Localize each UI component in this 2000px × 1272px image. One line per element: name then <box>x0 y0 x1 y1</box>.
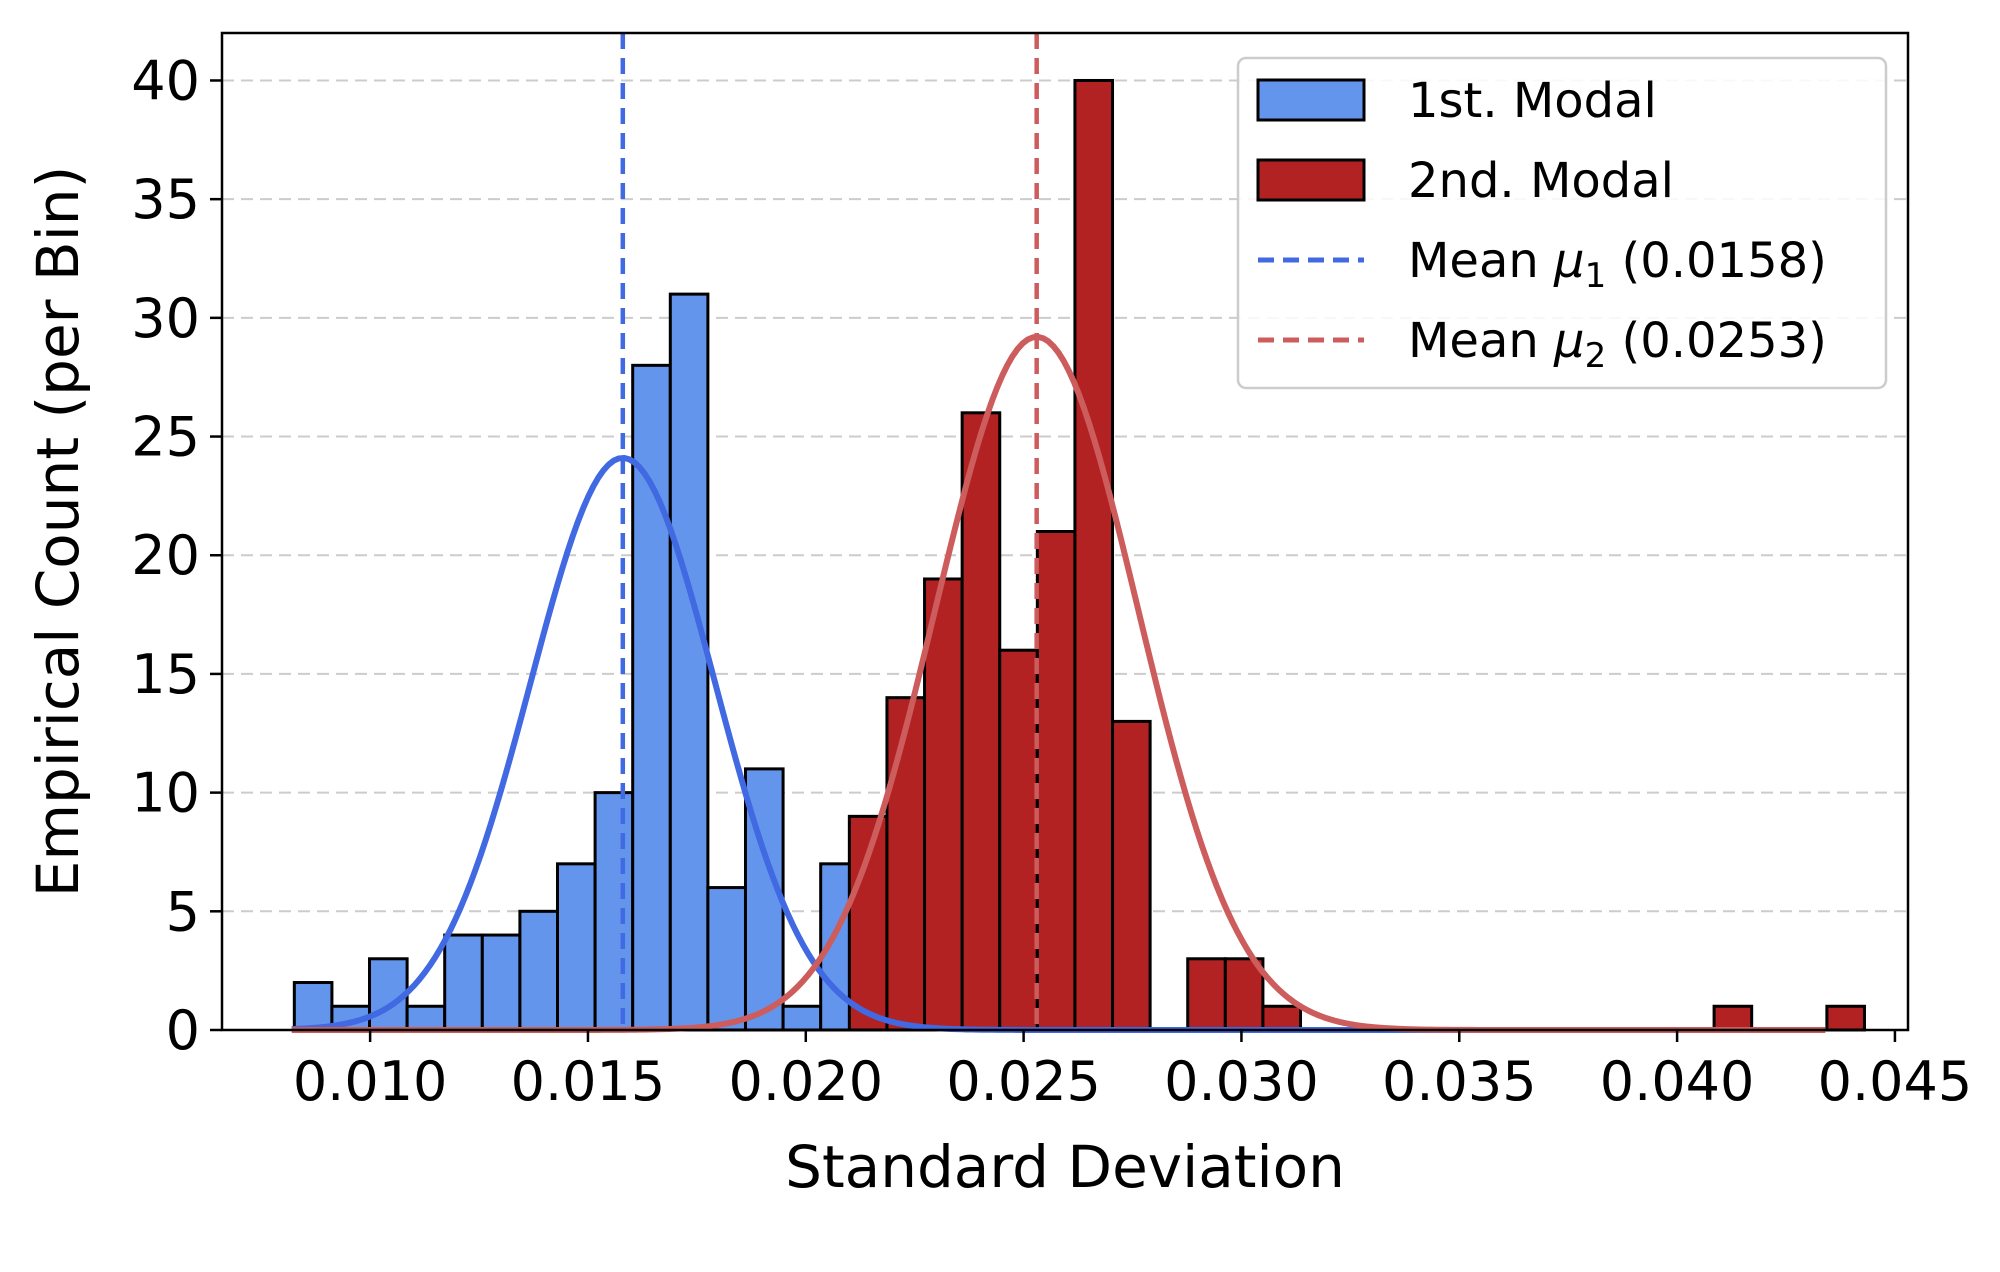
x-tick-label: 0.015 <box>511 1050 666 1113</box>
y-axis-title: Empirical Count (per Bin) <box>24 166 92 897</box>
histogram-bar <box>998 648 1039 1032</box>
axis-ticks: 0.010 0.015 0.020 0.025 0.030 0.035 0.040 0.045… <box>131 49 1972 1113</box>
histogram-bar <box>1035 530 1077 1032</box>
legend-entry: Mean μ1 (0.0158) <box>1258 233 1827 296</box>
x-tick-label: 0.045 <box>1818 1050 1973 1113</box>
histogram-bar <box>518 909 560 1032</box>
legend-label: Mean μ1 (0.0158) <box>1408 233 1827 296</box>
y-tick-label: 25 <box>131 406 200 469</box>
histogram-bar <box>1261 1004 1303 1032</box>
x-tick-label: 0.010 <box>293 1050 448 1113</box>
y-tick-label: 15 <box>131 643 200 706</box>
plot-frame <box>220 31 1910 1032</box>
histogram-bar <box>1186 957 1227 1032</box>
y-tick-label: 20 <box>131 524 200 587</box>
histogram-bar <box>1712 1004 1754 1032</box>
legend-swatch <box>1256 78 1366 122</box>
y-tick-label: 0 <box>166 999 200 1062</box>
mean-lines <box>620 33 1039 1030</box>
legend-swatch <box>1256 158 1366 202</box>
histogram-bar <box>292 981 334 1032</box>
x-tick-label: 0.025 <box>946 1050 1101 1113</box>
histogram-bar <box>1223 957 1265 1032</box>
x-axis-title: Standard Deviation <box>785 1133 1345 1201</box>
legend: 1st. Modal 2nd. Modal Mean μ1 (0.0158) Mean… <box>1236 56 1888 390</box>
legend-label: 2nd. Modal <box>1408 153 1674 209</box>
histogram-bar <box>923 577 964 1032</box>
legend-entry: 1st. Modal <box>1256 73 1657 129</box>
histogram-bar <box>1073 78 1115 1032</box>
y-tick-label: 40 <box>131 49 200 112</box>
histogram-bar <box>960 411 1002 1032</box>
histogram-bar <box>706 886 747 1032</box>
histogram-bar <box>405 1004 447 1032</box>
histogram-bar <box>593 791 635 1032</box>
histogram-bar <box>781 1004 823 1032</box>
y-tick-label: 10 <box>131 762 200 825</box>
histogram-bar <box>885 696 927 1032</box>
x-tick-label: 0.030 <box>1164 1050 1319 1113</box>
x-tick-label: 0.035 <box>1382 1050 1537 1113</box>
histogram-bar <box>480 933 522 1032</box>
x-tick-label: 0.020 <box>728 1050 883 1113</box>
x-tick-label: 0.040 <box>1600 1050 1755 1113</box>
legend-box <box>1236 56 1888 390</box>
y-tick-label: 35 <box>131 168 200 231</box>
legend-entry: Mean μ2 (0.0253) <box>1258 313 1827 376</box>
histogram-bar <box>1111 719 1152 1032</box>
histogram-bar <box>1825 1004 1866 1032</box>
histogram-bar <box>556 862 597 1032</box>
y-tick-label: 30 <box>131 287 200 350</box>
histogram-bar <box>668 292 710 1032</box>
y-tick-label: 5 <box>166 880 200 943</box>
legend-entry: 2nd. Modal <box>1256 153 1674 209</box>
histogram-bar <box>443 933 484 1032</box>
legend-label: Mean μ2 (0.0253) <box>1408 313 1827 376</box>
legend-label: 1st. Modal <box>1408 73 1657 129</box>
